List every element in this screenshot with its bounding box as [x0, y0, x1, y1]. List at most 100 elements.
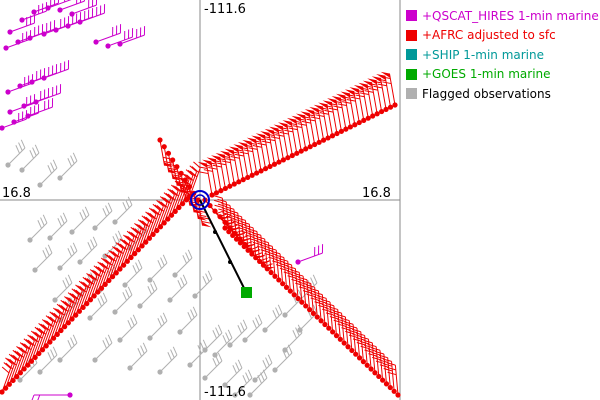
barb-feather [240, 225, 250, 230]
legend-item-goes[interactable]: +GOES 1-min marine [406, 65, 600, 85]
barb-feather [221, 207, 231, 211]
barb-feather [261, 260, 271, 265]
barb-feather [348, 334, 358, 339]
barb-feather [23, 343, 32, 351]
barb-feather [318, 304, 328, 309]
barb-dot [112, 219, 118, 225]
barb-feather [341, 96, 351, 99]
barb-feather [265, 133, 275, 137]
barb-pennant [313, 104, 324, 111]
barb-dot [330, 329, 336, 335]
barb-staff [34, 252, 53, 271]
barb-feather [248, 233, 258, 237]
barb-feather [16, 351, 25, 358]
barb-dot [338, 128, 345, 134]
barb-feather [375, 355, 385, 360]
barb-pennant [219, 150, 230, 157]
barb-feather [337, 318, 346, 323]
barb-feather [123, 234, 131, 242]
storm-center-marker [190, 190, 210, 210]
barb-staff [299, 117, 307, 149]
barb-feather [79, 285, 87, 293]
legend-item-afrc[interactable]: +AFRC adjusted to sfc [406, 26, 600, 46]
barb-dot [297, 327, 303, 333]
barb-feather [114, 246, 122, 254]
barb-feather [31, 394, 35, 400]
barb-feather [231, 226, 241, 231]
barb-dot [0, 389, 5, 395]
barb-dot [146, 235, 153, 241]
barb-feather [238, 146, 248, 150]
barb-feather [49, 311, 57, 319]
barb-dot [161, 220, 167, 226]
barb-feather [115, 242, 124, 249]
legend-item-flagged[interactable]: Flagged observations [406, 84, 600, 104]
barb-pennant [255, 133, 266, 140]
barb-feather [332, 310, 342, 314]
barb-feather [356, 337, 366, 341]
afrc-wind-barb [242, 139, 260, 176]
barb-feather [352, 338, 362, 342]
barb-staff [54, 282, 73, 301]
barb-dot [58, 327, 64, 334]
barb-feather [351, 96, 361, 100]
storm-center-ring-inner [194, 194, 206, 206]
barb-feather [363, 85, 373, 88]
barb-feather [115, 233, 120, 242]
barb-feather [97, 298, 102, 307]
flagged-wind-barb [242, 314, 263, 343]
barb-dot [80, 304, 86, 311]
legend-item-qscat[interactable]: +QSCAT_HIRES 1-min marine [406, 6, 600, 26]
barb-feather [125, 199, 130, 208]
barb-feather [117, 242, 126, 250]
barb-feather [52, 346, 58, 356]
legend-label-afrc: +AFRC adjusted to sfc [422, 28, 556, 43]
barb-feather [160, 257, 165, 266]
flagged-wind-barb [212, 329, 233, 358]
barb-pennant [269, 126, 279, 133]
barb-dot [6, 381, 12, 387]
barb-dot [222, 382, 228, 388]
barb-staff [237, 148, 244, 180]
barb-staff [339, 97, 347, 130]
barb-feather [100, 295, 105, 304]
barb-feather [226, 158, 236, 161]
barb-feather [70, 155, 75, 164]
barb-dot [51, 335, 57, 341]
barb-dot [87, 297, 94, 303]
barb-feather [364, 90, 374, 93]
barb-feather [262, 360, 267, 369]
barb-feather [314, 109, 324, 112]
barb-staff [210, 161, 217, 193]
barb-dot [161, 144, 167, 150]
barb-feather [190, 309, 195, 318]
legend-label-qscat: +QSCAT_HIRES 1-min marine [422, 8, 599, 23]
barb-feather [108, 249, 116, 257]
barb-feather [21, 342, 30, 350]
barb-pennant [224, 148, 235, 155]
legend-item-ship[interactable]: +SHIP 1-min marine [406, 45, 600, 65]
flagged-wind-barb [52, 274, 73, 303]
barb-feather [68, 297, 76, 305]
barb-feather [191, 166, 199, 173]
barb-staff [255, 139, 262, 171]
barb-dot [303, 303, 309, 309]
barb-feather [197, 214, 207, 218]
barb-feather [127, 286, 133, 296]
barb-feather [319, 112, 329, 115]
barb-feather [18, 142, 23, 151]
barb-staff [344, 95, 351, 128]
barb-feather [5, 357, 13, 365]
barb-feather [189, 170, 198, 178]
afrc-observations-layer [0, 71, 401, 398]
barb-feather [359, 336, 369, 340]
barb-feather [5, 362, 13, 370]
barb-feather [309, 287, 319, 292]
barb-feather [20, 139, 26, 149]
barb-dot [7, 109, 13, 115]
barb-staff [94, 210, 113, 229]
qscat-wind-barb [53, 12, 82, 33]
barb-feather [275, 264, 285, 268]
barb-dot [212, 208, 218, 214]
